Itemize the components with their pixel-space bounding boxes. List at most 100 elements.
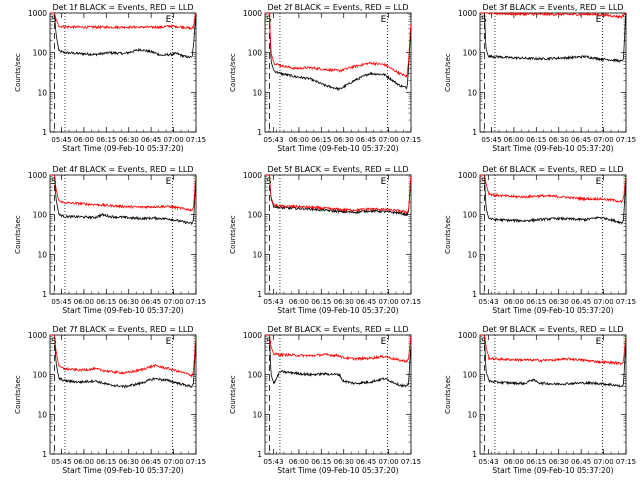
start-marker: S: [266, 337, 272, 347]
chart-panel-6: Det 6f BLACK = Events, RED = LLD 1 10 100 10…: [444, 165, 636, 315]
x-tick-label: 07:00: [593, 458, 613, 466]
x-tick-label: 07:15: [401, 136, 421, 144]
y-axis-label: Counts/sec: [14, 53, 22, 92]
x-axis-label: Start Time (09-Feb-10 05:37:20): [62, 144, 183, 153]
y-tick-label: 1: [257, 128, 262, 137]
chart-title: Det 4f BLACK = Events, RED = LLD: [52, 165, 193, 174]
x-tick-label: 07:00: [593, 298, 613, 306]
x-tick-label: 07:00: [163, 298, 183, 306]
end-marker: E: [596, 177, 602, 187]
series-line-events: [265, 334, 412, 388]
plot-frame: [49, 334, 197, 455]
start-marker: S: [266, 177, 272, 187]
x-tick-label: 06:45: [141, 298, 161, 306]
y-axis-label: Counts/sec: [229, 215, 237, 254]
y-axis-label: Counts/sec: [229, 53, 237, 92]
start-marker: S: [481, 337, 487, 347]
chart-title: Det 3f BLACK = Events, RED = LLD: [482, 3, 623, 12]
end-marker: E: [381, 15, 387, 25]
start-marker: S: [266, 15, 272, 25]
chart-title: Det 6f BLACK = Events, RED = LLD: [482, 165, 623, 174]
y-axis-label: Counts/sec: [229, 375, 237, 414]
x-tick-label: 07:15: [616, 298, 636, 306]
x-tick-label: 06:00: [504, 136, 524, 144]
x-tick-label: 06:15: [96, 458, 116, 466]
y-tick-label: 10: [467, 88, 477, 97]
y-tick-label: 100: [248, 371, 263, 380]
x-tick-label: 07:00: [163, 458, 183, 466]
y-tick-label: 10: [252, 250, 262, 259]
x-tick-label: 06:00: [289, 136, 309, 144]
x-tick-label: 05:43: [478, 458, 498, 466]
x-axis-label: Start Time (09-Feb-10 05:37:20): [277, 466, 398, 475]
x-tick-label: 06:15: [311, 136, 331, 144]
x-tick-label: 06:45: [571, 298, 591, 306]
y-tick-label: 1: [42, 450, 47, 459]
x-tick-label: 06:00: [74, 136, 94, 144]
x-tick-label: 06:15: [526, 136, 546, 144]
chart-title: Det 1f BLACK = Events, RED = LLD: [52, 3, 193, 12]
y-tick-label: 1000: [28, 9, 47, 18]
x-tick-label: 07:15: [401, 298, 421, 306]
y-tick-label: 100: [463, 371, 478, 380]
x-tick-label: 06:00: [504, 458, 524, 466]
chart-title: Det 9f BLACK = Events, RED = LLD: [482, 325, 623, 334]
x-tick-label: 06:00: [289, 458, 309, 466]
series-line-lld: [480, 174, 627, 204]
start-marker: S: [481, 15, 487, 25]
plot-frame: [264, 334, 412, 455]
x-tick-label: 06:45: [356, 298, 376, 306]
y-tick-label: 100: [33, 211, 48, 220]
chart-panel-9: Det 9f BLACK = Events, RED = LLD 1 10 100 10…: [444, 325, 636, 475]
x-tick-label: 05:45: [51, 136, 71, 144]
series-line-lld: [480, 334, 627, 366]
y-tick-label: 100: [463, 211, 478, 220]
x-axis-label: Start Time (09-Feb-10 05:37:20): [277, 144, 398, 153]
x-tick-label: 06:00: [74, 458, 94, 466]
chart-title: Det 5f BLACK = Events, RED = LLD: [267, 165, 408, 174]
x-tick-label: 06:30: [119, 298, 139, 306]
end-marker: E: [166, 15, 172, 25]
y-tick-label: 10: [467, 410, 477, 419]
x-tick-label: 07:15: [186, 298, 206, 306]
series-line-lld: [480, 11, 627, 20]
x-tick-label: 06:15: [96, 136, 116, 144]
x-tick-label: 06:45: [356, 136, 376, 144]
start-marker: S: [51, 177, 57, 187]
x-tick-label: 06:00: [504, 298, 524, 306]
y-axis-label: Counts/sec: [14, 215, 22, 254]
x-tick-label: 06:15: [526, 298, 546, 306]
series-line-lld: [265, 174, 412, 214]
end-marker: E: [381, 337, 387, 347]
y-tick-label: 10: [467, 250, 477, 259]
series-line-lld: [50, 174, 197, 213]
series-line-lld: [265, 334, 412, 364]
plot-frame: [264, 12, 412, 133]
x-tick-label: 06:45: [571, 136, 591, 144]
plot-frame: [479, 334, 627, 455]
x-tick-label: 06:30: [119, 136, 139, 144]
end-marker: E: [596, 15, 602, 25]
x-tick-label: 06:45: [141, 136, 161, 144]
chart-panel-7: Det 7f BLACK = Events, RED = LLD 1 10 100 10…: [14, 325, 206, 475]
y-tick-label: 100: [248, 211, 263, 220]
series-line-lld: [50, 334, 197, 379]
plot-frame: [479, 12, 627, 133]
y-axis-label: Counts/sec: [444, 375, 452, 414]
y-tick-label: 100: [33, 371, 48, 380]
y-tick-label: 1: [42, 128, 47, 137]
chart-panel-3: Det 3f BLACK = Events, RED = LLD 1 10 100 10…: [444, 3, 636, 153]
plot-frame: [49, 174, 197, 295]
x-tick-label: 07:15: [186, 136, 206, 144]
y-tick-label: 1000: [243, 9, 262, 18]
x-tick-label: 05:45: [481, 136, 501, 144]
x-tick-label: 05:43: [263, 458, 283, 466]
x-tick-label: 06:15: [526, 458, 546, 466]
x-tick-label: 07:15: [186, 458, 206, 466]
y-tick-label: 10: [252, 410, 262, 419]
x-tick-label: 06:30: [119, 458, 139, 466]
x-axis-label: Start Time (09-Feb-10 05:37:20): [492, 466, 613, 475]
y-tick-label: 100: [248, 49, 263, 58]
chart-panel-2: Det 2f BLACK = Events, RED = LLD 1 10 100 10…: [229, 3, 421, 153]
x-tick-label: 06:45: [571, 458, 591, 466]
